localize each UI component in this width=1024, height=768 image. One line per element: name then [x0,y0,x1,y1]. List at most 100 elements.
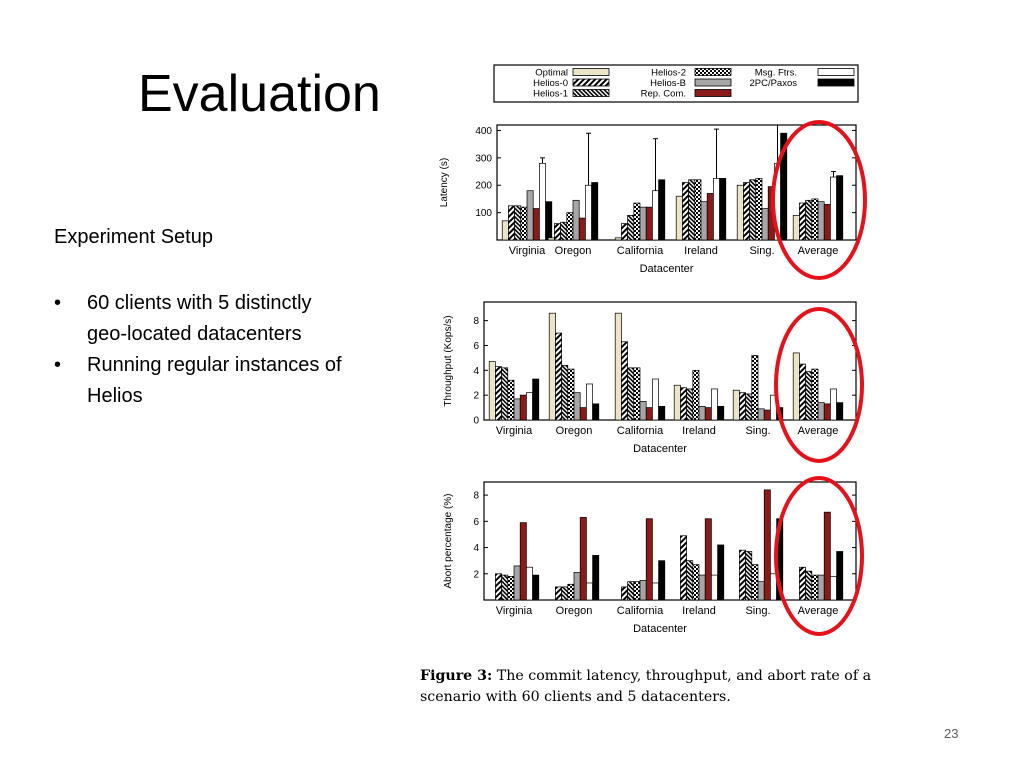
bullet-item: • 60 clients with 5 distinctly geo-locate… [54,288,344,350]
caption-label: Figure 3: [420,668,493,684]
figure-caption: Figure 3: The commit latency, throughput… [420,666,910,708]
bar [652,190,659,241]
y-axis-title: Throughput (Kops/s) [443,315,454,406]
bar [554,223,561,241]
x-tick-label: Ireland [682,425,716,437]
bar [692,564,700,601]
x-tick-label: California [617,245,664,257]
bar [627,581,635,601]
bar [507,576,515,601]
highlight-circle [771,120,867,280]
bar [675,195,683,241]
x-axis-title: Datacenter [640,263,694,275]
bar [700,201,708,241]
bar [763,409,771,421]
legend-swatch [817,68,855,76]
bar [698,405,706,421]
legend-label: 2PC/Paxos [749,78,797,89]
bar [780,132,788,241]
bar [614,312,622,421]
chart-panel: 100 200 300 400 Virginia Oregon California Irel… [439,124,857,275]
y-tick-label: 100 [475,208,492,219]
bar [633,367,641,421]
bar [680,535,687,601]
bar [633,202,641,241]
bar [680,387,687,421]
legend-swatch [572,68,610,76]
bar [711,574,718,601]
bar [578,217,586,241]
bar [579,407,587,421]
bar [573,572,581,601]
bar [717,405,725,421]
bar [755,178,763,241]
bar [823,204,831,241]
bar [717,544,725,601]
y-tick-label: 0 [473,416,479,427]
legend-swatch [572,78,610,87]
legend-label: Helios-B [650,78,686,89]
bar [652,378,659,421]
bar [792,215,800,241]
bar [627,215,635,241]
bar [745,551,753,601]
legend-label: Optimal [535,68,568,79]
legend-label: Helios-2 [651,68,686,79]
bar [639,206,647,241]
x-tick-label: Oregon [555,245,592,257]
bar [519,394,527,421]
bullet-dot-icon: • [54,354,62,376]
bar [763,489,771,601]
y-tick-label: 2 [473,569,479,580]
bullet-text: Running regular instances of Helios [87,354,342,407]
chart-panel: 2 4 6 8 Virginia Oregon California Ireland Sing.… [443,481,857,635]
y-tick-label: 2 [473,391,479,402]
y-tick-label: 200 [475,181,492,192]
bar [586,582,593,601]
bar [682,182,689,241]
bar [501,367,509,421]
x-tick-label: Oregon [556,425,593,437]
y-tick-label: 6 [473,517,479,528]
legend-label: Helios-1 [533,89,568,100]
x-tick-label: Oregon [556,605,593,617]
bar [513,398,521,421]
bar [811,574,819,601]
x-tick-label: Average [798,425,839,437]
bar [495,573,502,601]
x-tick-label: California [617,425,664,437]
y-tick-label: 6 [473,341,479,352]
bar [614,237,622,241]
bar [639,579,647,601]
x-tick-label: Virginia [496,605,533,617]
bar [836,175,844,241]
bar [639,401,647,421]
legend-swatch [817,78,855,87]
bar [555,332,562,421]
bar [526,566,533,601]
bar [519,522,527,601]
bullet-dot-icon: • [54,292,62,314]
bar [823,511,831,601]
bar [501,220,509,241]
bar [736,184,744,241]
legend-box [493,64,859,103]
bar [548,312,556,421]
bullet-list: • 60 clients with 5 distinctly geo-locate… [54,288,344,412]
y-tick-label: 8 [473,316,479,327]
bar [799,202,806,241]
bar [836,551,844,601]
x-tick-label: California [617,605,664,617]
bar [592,555,600,601]
y-axis-title: Abort percentage (%) [443,493,454,588]
bar [532,574,540,601]
bar [573,392,581,421]
bar [743,182,750,241]
bar [830,388,837,421]
bar [526,190,534,241]
bar [739,549,746,601]
bar [805,199,813,241]
bar [508,205,515,241]
